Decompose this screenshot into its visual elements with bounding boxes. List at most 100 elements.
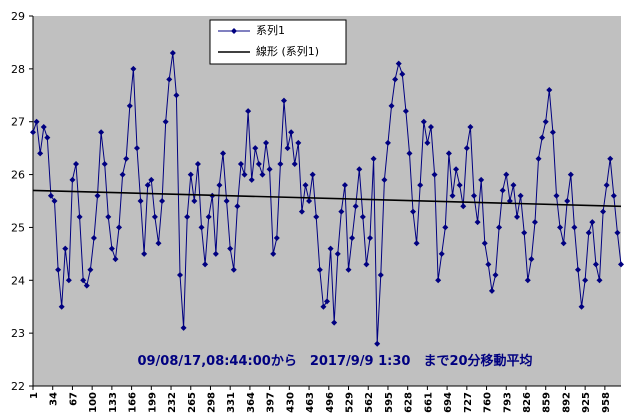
data-point	[40, 124, 47, 130]
data-point	[108, 245, 115, 252]
data-point	[352, 203, 359, 210]
data-point	[237, 161, 244, 167]
data-point	[87, 266, 94, 273]
data-point	[478, 176, 485, 183]
data-point	[302, 182, 309, 189]
data-point	[227, 245, 234, 252]
data-point	[284, 145, 291, 152]
data-point	[306, 198, 313, 204]
data-point	[298, 208, 305, 215]
x-tick-label: 1	[29, 392, 40, 399]
data-point	[241, 171, 248, 178]
data-point	[542, 118, 549, 125]
data-point	[607, 155, 614, 162]
data-point	[442, 224, 449, 231]
data-point	[202, 261, 209, 268]
x-tick-label: 793	[502, 392, 513, 413]
data-point	[65, 277, 72, 284]
data-point	[438, 250, 445, 257]
x-tick-label: 694	[443, 392, 454, 413]
data-point	[69, 176, 76, 183]
x-tick-label: 430	[285, 392, 296, 413]
x-tick-label: 166	[128, 392, 139, 413]
data-point	[399, 71, 406, 78]
y-tick-label: 28	[11, 63, 25, 76]
x-tick-label: 727	[463, 392, 474, 413]
data-point	[445, 150, 452, 157]
x-tick-label: 397	[266, 392, 277, 413]
x-tick-label: 925	[581, 392, 592, 413]
data-point	[37, 150, 44, 157]
data-point	[280, 97, 287, 104]
data-point	[456, 182, 463, 189]
data-point	[431, 171, 438, 178]
data-point	[98, 129, 105, 136]
data-point	[553, 192, 560, 199]
data-point	[392, 76, 399, 83]
x-tick-label: 892	[561, 392, 572, 413]
data-point	[30, 129, 36, 136]
data-point	[133, 145, 140, 152]
data-point	[517, 192, 524, 199]
data-point	[359, 213, 366, 220]
x-tick-label: 958	[601, 392, 612, 413]
x-tick-label: 67	[68, 392, 79, 406]
data-point	[130, 65, 137, 72]
data-point	[198, 224, 205, 231]
data-point	[123, 155, 130, 162]
data-point	[521, 229, 528, 236]
data-point	[356, 166, 363, 173]
data-point	[413, 240, 420, 247]
data-point	[126, 102, 133, 109]
data-point	[116, 224, 123, 231]
data-point	[173, 92, 180, 99]
data-point	[560, 240, 567, 247]
data-point	[488, 287, 495, 294]
data-point	[55, 266, 62, 273]
legend	[209, 19, 347, 65]
data-point	[331, 319, 338, 326]
data-point	[557, 224, 564, 231]
x-tick-label: 496	[325, 392, 336, 413]
data-point	[528, 256, 535, 263]
y-tick-label: 22	[11, 380, 25, 393]
data-point	[266, 166, 273, 173]
data-point	[248, 176, 255, 183]
data-point	[474, 219, 481, 226]
data-point	[463, 145, 470, 152]
data-point	[427, 124, 434, 130]
y-tick-label: 23	[11, 327, 25, 340]
data-point	[33, 118, 40, 125]
data-point	[614, 229, 621, 236]
x-tick-label: 298	[206, 392, 217, 413]
y-tick-label: 27	[11, 116, 25, 129]
data-point	[499, 187, 506, 194]
data-point	[467, 124, 474, 130]
data-point	[574, 266, 581, 273]
legend-marker	[231, 28, 237, 34]
data-point	[496, 224, 503, 231]
data-point	[388, 102, 395, 109]
y-tick-label: 25	[11, 221, 25, 234]
x-tick-label: 34	[49, 392, 60, 406]
data-point	[535, 155, 542, 162]
x-tick-label: 232	[167, 392, 178, 413]
data-point	[410, 208, 417, 215]
series-line	[32, 189, 622, 208]
data-point	[255, 161, 262, 167]
data-point	[571, 224, 578, 231]
annotation: 09/08/17,08:44:00から 2017/9/9 1:30 まで20分移…	[137, 353, 532, 369]
x-tick-label: 859	[542, 392, 553, 413]
data-point	[341, 182, 348, 189]
data-point	[578, 303, 585, 310]
data-point	[58, 303, 65, 310]
data-point	[589, 219, 596, 226]
data-point	[324, 298, 330, 305]
x-tick-label: 331	[226, 392, 237, 413]
data-point	[177, 272, 183, 278]
data-point	[47, 192, 54, 199]
data-point	[205, 213, 212, 220]
data-point	[510, 182, 517, 189]
x-tick-label: 760	[483, 392, 494, 413]
data-point	[539, 134, 546, 141]
